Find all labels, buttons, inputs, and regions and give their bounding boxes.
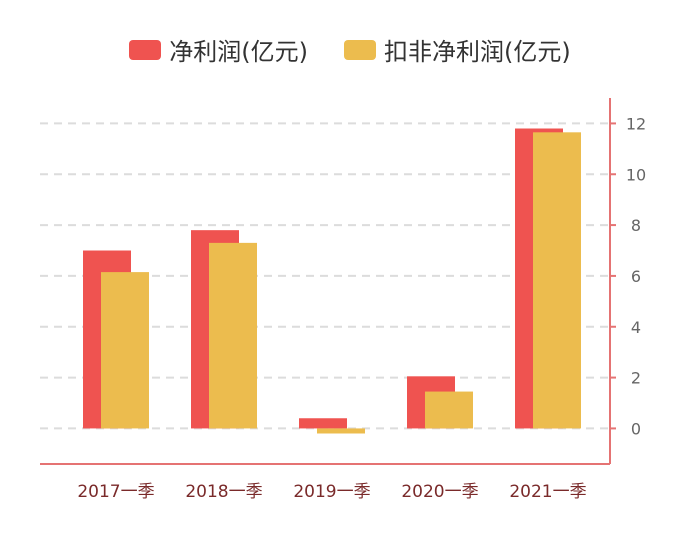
x-category-label: 2021一季 — [509, 482, 586, 502]
y-tick-label: 12 — [626, 114, 646, 133]
bar-recurring-net-profit[interactable] — [101, 272, 149, 429]
legend-item-net-profit[interactable]: 净利润(亿元) — [129, 32, 308, 67]
axis-layer — [40, 98, 616, 465]
bar-recurring-net-profit[interactable] — [425, 391, 473, 429]
x-category-label: 2020一季 — [401, 482, 478, 502]
y-tick-label: 2 — [631, 369, 641, 388]
legend-label-net-profit: 净利润(亿元) — [169, 38, 308, 66]
x-category-label: 2017一季 — [77, 482, 154, 502]
legend-item-recurring-net-profit[interactable]: 扣非净利润(亿元) — [344, 32, 571, 67]
x-category-label: 2018一季 — [185, 482, 262, 502]
y-tick-label: 10 — [626, 165, 646, 184]
y-tick-label: 4 — [631, 318, 641, 337]
bar-layer — [83, 128, 581, 434]
bar-recurring-net-profit[interactable] — [533, 132, 581, 429]
legend-label-recurring-net-profit: 扣非净利润(亿元) — [384, 38, 571, 66]
y-tick-label: 0 — [631, 419, 641, 438]
y-tick-label: 8 — [631, 216, 641, 235]
bar-net-profit[interactable] — [299, 418, 347, 429]
bar-recurring-net-profit[interactable] — [317, 428, 365, 434]
bar-recurring-net-profit[interactable] — [209, 242, 257, 429]
legend-swatch-recurring-net-profit — [344, 39, 376, 60]
legend-swatch-net-profit — [129, 39, 162, 60]
y-tick-label: 6 — [631, 267, 641, 286]
label-layer: 0 2 4 6 8 10 12 2017一季 2018一季 2019一季 2020一季 2021一季 — [77, 114, 646, 502]
legend: 净利润(亿元) 扣非净利润(亿元) — [0, 32, 700, 67]
x-category-label: 2019一季 — [293, 482, 370, 502]
